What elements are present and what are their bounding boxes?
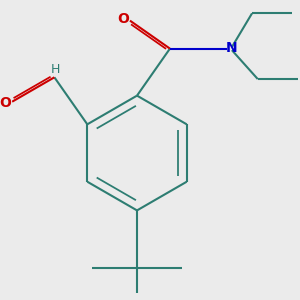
Text: O: O xyxy=(0,96,11,110)
Text: H: H xyxy=(51,62,61,76)
Text: N: N xyxy=(225,41,237,55)
Text: O: O xyxy=(117,12,129,26)
